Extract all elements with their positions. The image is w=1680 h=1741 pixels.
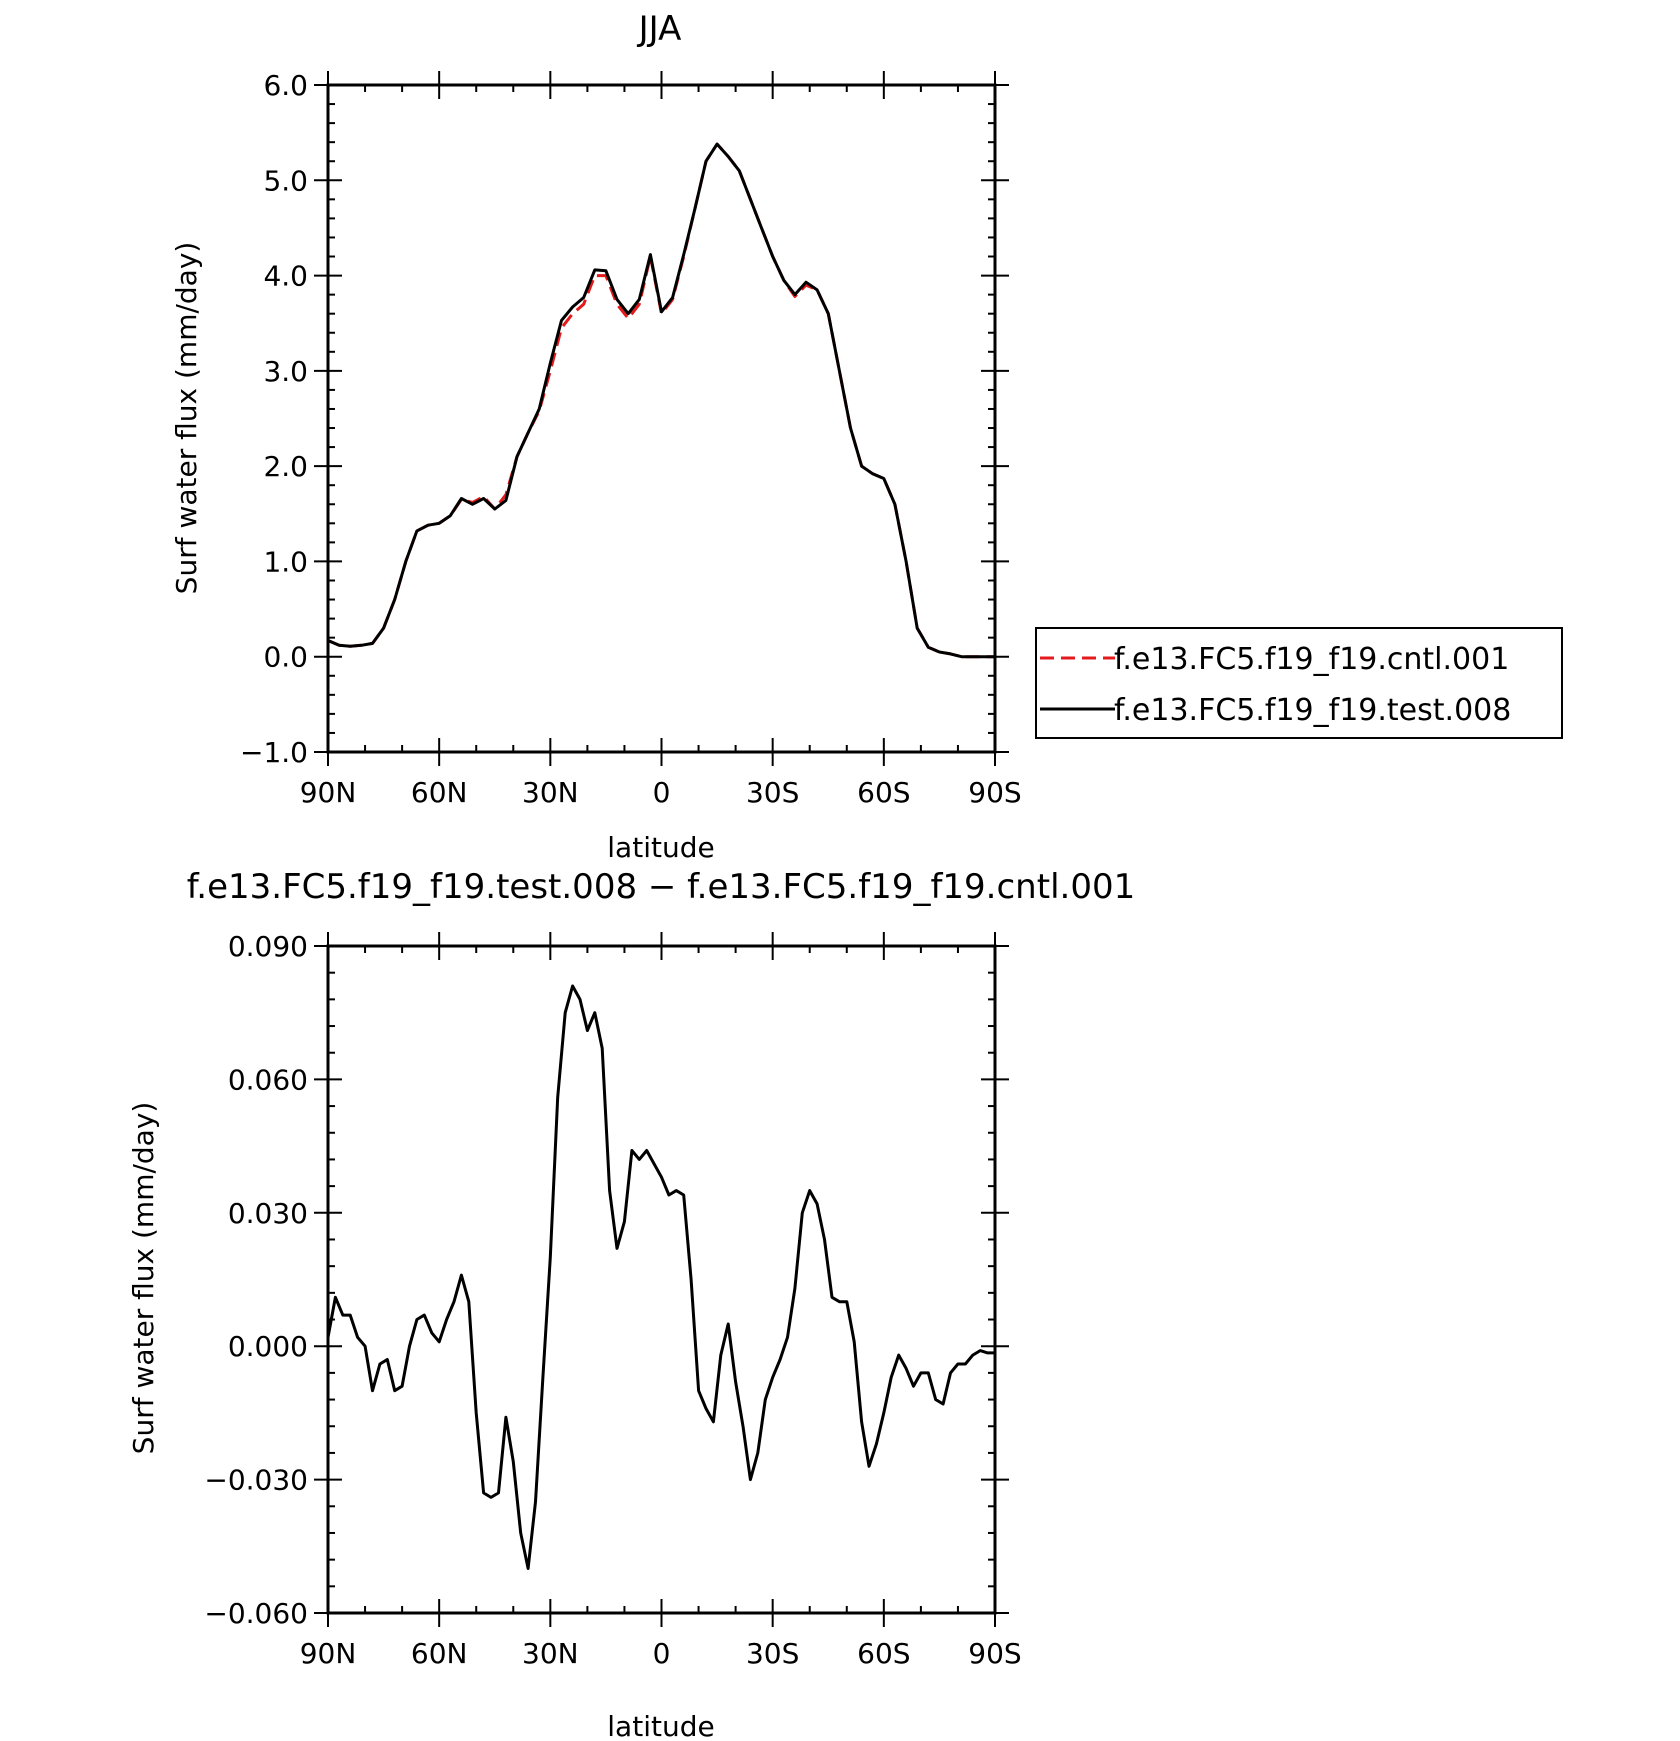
y-tick-label: 1.0 [263, 545, 308, 578]
y-tick-label: 5.0 [263, 164, 308, 197]
top-chart: JJA −1.0 0.0 1.0 2.0 3.0 4.0 5.0 6.0 90N 60N 30N 0… [170, 9, 1563, 864]
top-chart-x-tick-labels: 90N 60N 30N 0 30S 60S 90S [300, 776, 1022, 809]
legend-box [1035, 627, 1563, 739]
y-tick-label: 0.090 [228, 930, 308, 963]
series-line-1 [327, 142, 995, 659]
series-line-0 [326, 984, 995, 1570]
x-tick-label: 60S [857, 776, 910, 809]
x-tick-label: 60N [411, 776, 468, 809]
bottom-chart-x-axis-title: latitude [607, 1710, 714, 1741]
top-chart-legend: f.e13.FC5.f19_f19.cntl.001 f.e13.FC5.f19… [1035, 627, 1563, 739]
x-tick-label: 90S [968, 776, 1021, 809]
top-chart-y-axis-title: Surf water flux (mm/day) [170, 242, 203, 595]
x-tick-label: 60N [411, 1637, 468, 1670]
bottom-chart-series [326, 984, 995, 1570]
top-chart-series [327, 142, 995, 659]
top-chart-y-tick-labels: −1.0 0.0 1.0 2.0 3.0 4.0 5.0 6.0 [240, 69, 308, 769]
y-tick-label: 3.0 [263, 355, 308, 388]
y-tick-label: 0.060 [228, 1063, 308, 1096]
x-tick-label: 0 [653, 776, 671, 809]
legend-label-test: f.e13.FC5.f19_f19.test.008 [1114, 693, 1511, 728]
bottom-chart: f.e13.FC5.f19_f19.test.008 − f.e13.FC5.f… [127, 867, 1135, 1741]
y-tick-label: 0.0 [263, 641, 308, 674]
y-tick-label: 2.0 [263, 450, 308, 483]
y-tick-label: −0.060 [204, 1597, 308, 1630]
y-tick-label: 0.030 [228, 1197, 308, 1230]
top-chart-x-axis-title: latitude [607, 831, 714, 864]
y-tick-label: −1.0 [240, 736, 308, 769]
x-tick-label: 90S [968, 1637, 1021, 1670]
x-tick-label: 60S [857, 1637, 910, 1670]
x-tick-label: 30S [746, 1637, 799, 1670]
top-chart-frame [326, 83, 997, 754]
x-tick-label: 90N [300, 776, 357, 809]
y-tick-label: 0.000 [228, 1330, 308, 1363]
bottom-chart-y-tick-labels: −0.060 −0.030 0.000 0.030 0.060 0.090 [204, 930, 308, 1630]
y-tick-label: 6.0 [263, 69, 308, 102]
y-tick-label: 4.0 [263, 260, 308, 293]
legend-label-cntl: f.e13.FC5.f19_f19.cntl.001 [1114, 642, 1509, 677]
y-tick-label: −0.030 [204, 1464, 308, 1497]
x-tick-label: 30S [746, 776, 799, 809]
x-tick-label: 0 [653, 1637, 671, 1670]
bottom-chart-frame [326, 944, 997, 1615]
top-chart-title: JJA [637, 9, 682, 49]
x-tick-label: 30N [522, 776, 579, 809]
bottom-chart-x-tick-labels: 90N 60N 30N 0 30S 60S 90S [300, 1637, 1022, 1670]
x-tick-label: 90N [300, 1637, 357, 1670]
bottom-chart-y-axis-title: Surf water flux (mm/day) [127, 1102, 160, 1455]
bottom-chart-title: f.e13.FC5.f19_f19.test.008 − f.e13.FC5.f… [187, 867, 1135, 907]
x-tick-label: 30N [522, 1637, 579, 1670]
